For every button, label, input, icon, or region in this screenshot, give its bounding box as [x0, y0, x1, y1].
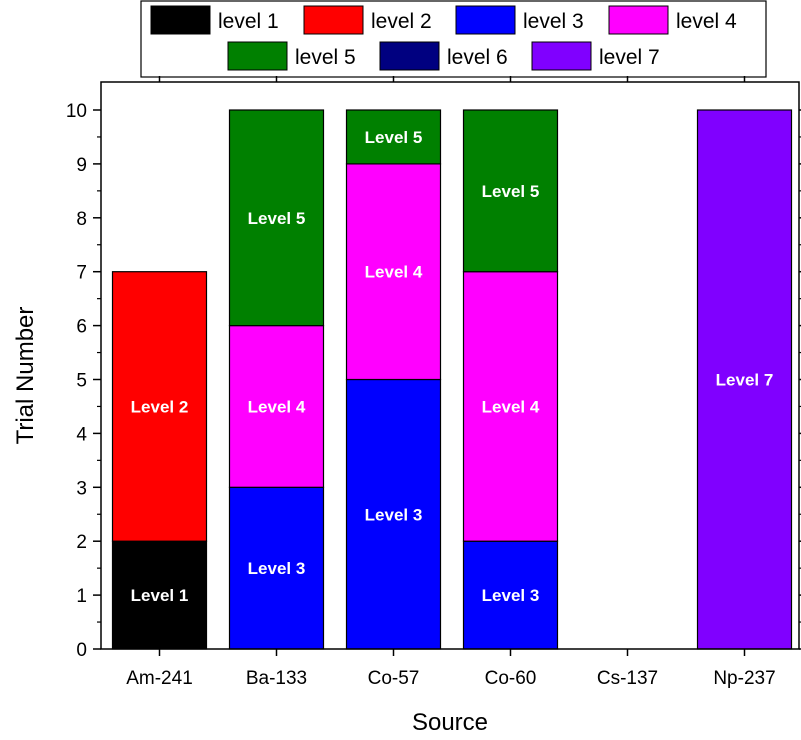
bar-label-level-3-ba-133: Level 3	[248, 559, 306, 578]
legend-label-level-1: level 1	[218, 10, 279, 33]
bar-level-5-co-60	[462, 109, 559, 273]
bar-level-4-co-57	[345, 163, 442, 381]
legend-swatch-level-7	[531, 41, 592, 71]
bar-level-5-ba-133	[228, 109, 325, 327]
legend-label-level-7: level 7	[599, 46, 660, 69]
legend-swatch-level-4	[608, 5, 669, 35]
y-tick-label: 6	[76, 317, 87, 338]
legend-label-level-6: level 6	[447, 46, 508, 69]
bar-label-level-7-np-237: Level 7	[716, 371, 774, 390]
x-axis-title: Source	[412, 709, 488, 736]
y-tick-label: 3	[76, 478, 87, 499]
y-tick-label: 0	[76, 640, 87, 661]
bar-label-level-5-co-57: Level 5	[365, 128, 423, 147]
bar-label-level-5-ba-133: Level 5	[248, 209, 306, 228]
bar-level-3-co-57	[345, 378, 442, 650]
plot-frame	[100, 81, 800, 650]
bar-label-level-3-co-57: Level 3	[365, 505, 423, 524]
bar-label-level-2-am-241: Level 2	[131, 397, 189, 416]
x-axis: Am-241 Ba-133 Co-57 Co-60 Cs-137 Np-237	[126, 76, 776, 689]
y-tick-label: 5	[76, 371, 87, 392]
bar-level-3-ba-133	[228, 486, 325, 650]
y-axis: 0 1 2 3 4 5 6 7 8 9 10	[66, 101, 801, 661]
bar-level-5-co-57	[345, 109, 442, 165]
bar-level-2-am-241	[111, 271, 208, 542]
x-tick-label-cs-137: Cs-137	[597, 668, 658, 689]
legend-swatch-level-6	[379, 41, 440, 71]
x-tick-label-np-237: Np-237	[713, 668, 775, 689]
bar-label-level-4-co-57: Level 4	[365, 263, 423, 282]
y-tick-label: 2	[76, 532, 87, 553]
bar-labels: Level 1 Level 2 Level 3 Level 3 Level 3 Level…	[131, 128, 774, 605]
bars	[111, 109, 793, 650]
bar-label-level-4-co-60: Level 4	[482, 397, 540, 416]
x-tick-label-am-241: Am-241	[126, 668, 193, 689]
bar-level-4-ba-133	[228, 325, 325, 488]
bar-label-level-5-co-60: Level 5	[482, 182, 540, 201]
y-axis-title: Trial Number	[12, 307, 39, 445]
legend: level 1 level 2 level 3 level 4 level 5 level…	[140, 0, 767, 78]
x-tick-label-ba-133: Ba-133	[246, 668, 307, 689]
legend-label-level-5: level 5	[295, 46, 356, 69]
y-tick-label: 10	[66, 101, 87, 122]
y-tick-label: 7	[76, 263, 87, 284]
y-tick-label: 9	[76, 155, 87, 176]
bar-label-level-3-co-60: Level 3	[482, 586, 540, 605]
legend-label-level-3: level 3	[523, 10, 584, 33]
bar-level-7-np-237	[696, 109, 793, 650]
legend-swatch-level-2	[303, 5, 364, 35]
bar-level-1-am-241	[111, 540, 208, 650]
legend-label-level-2: level 2	[371, 10, 432, 33]
legend-label-level-4: level 4	[676, 10, 737, 33]
legend-swatch-level-1	[150, 5, 211, 35]
bar-label-level-4-ba-133: Level 4	[248, 397, 306, 416]
x-tick-label-co-57: Co-57	[368, 668, 420, 689]
y-tick-label: 1	[76, 586, 87, 607]
y-tick-label: 4	[76, 424, 87, 445]
bar-label-level-1-am-241: Level 1	[131, 586, 189, 605]
bar-level-3-co-60	[462, 540, 559, 650]
bar-level-4-co-60	[462, 271, 559, 542]
legend-swatch-level-3	[455, 5, 516, 35]
legend-swatch-level-5	[227, 41, 288, 71]
x-tick-label-co-60: Co-60	[485, 668, 537, 689]
y-tick-label: 8	[76, 209, 87, 230]
